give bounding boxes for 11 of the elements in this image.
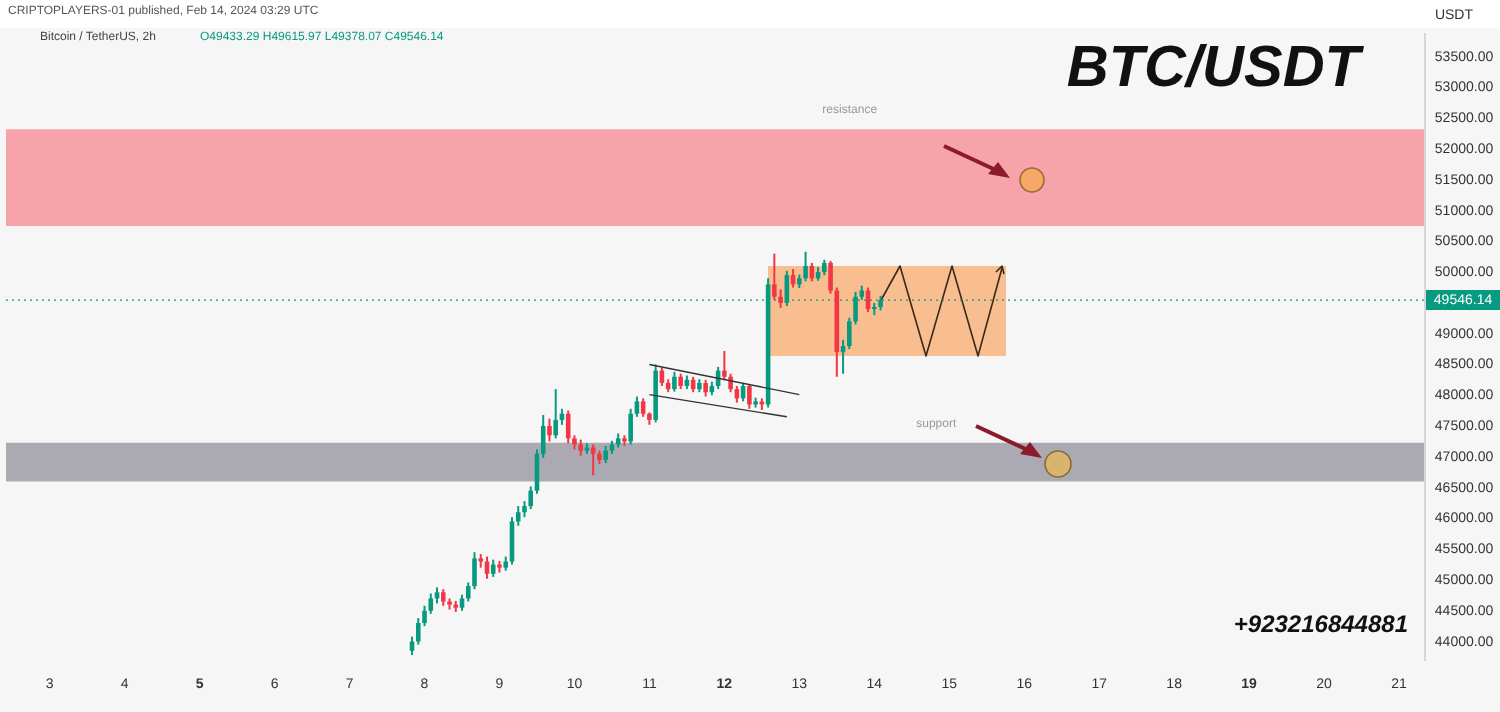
candlestick: [672, 370, 677, 393]
candlestick: [640, 397, 646, 418]
candlestick: [553, 388, 559, 440]
chart-title: BTC/USDT: [1066, 36, 1360, 102]
candlestick: [803, 250, 808, 283]
candlestick: [547, 417, 552, 443]
candlestick: [772, 252, 777, 301]
candlestick: [747, 383, 752, 410]
candlestick: [484, 555, 490, 580]
candlestick: [565, 409, 571, 445]
annotation: +923216844881: [1233, 610, 1408, 638]
